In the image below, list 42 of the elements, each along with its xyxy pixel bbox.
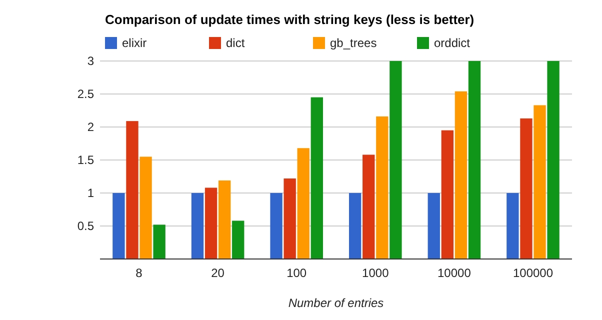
bar (204, 188, 218, 259)
y-tick-label: 2 (87, 120, 94, 134)
x-tick-label: 8 (136, 266, 143, 280)
bar (270, 193, 282, 259)
bar (349, 193, 362, 259)
bar (310, 97, 323, 259)
y-tick-label: 0.5 (77, 219, 94, 234)
bar (534, 105, 546, 259)
y-tick-label: 1.5 (77, 153, 94, 168)
bar (428, 193, 440, 259)
bar (112, 193, 125, 259)
y-tick-label: 3 (87, 54, 94, 68)
legend-label: gb_trees (330, 36, 377, 50)
bar (218, 180, 231, 259)
bar (454, 91, 468, 259)
bar (376, 116, 388, 259)
x-tick-label: 100000 (512, 266, 554, 280)
bar (441, 130, 454, 259)
x-tick-label: 100 (286, 266, 307, 280)
chart-title: Comparison of update times with string keys (less is better) (105, 12, 474, 27)
bar (191, 193, 204, 259)
bar (547, 61, 560, 259)
bar (297, 148, 310, 259)
legend-label: orddict (434, 36, 471, 50)
bar (468, 61, 481, 259)
bar (126, 121, 138, 259)
y-tick-label: 1 (87, 186, 94, 200)
x-tick-label: 10000 (438, 266, 472, 280)
bar (390, 61, 402, 259)
bar (284, 178, 296, 259)
bar (520, 118, 532, 259)
bar (232, 220, 244, 259)
bar (506, 193, 519, 259)
legend-label: elixir (122, 36, 147, 50)
x-axis-title: Number of entries (288, 296, 384, 310)
bar (362, 154, 375, 259)
x-tick-label: 1000 (362, 266, 390, 280)
bar (140, 156, 152, 259)
x-tick-label: 20 (211, 266, 225, 280)
y-tick-label: 2.5 (77, 87, 94, 102)
legend-label: dict (226, 36, 246, 50)
bar (153, 224, 166, 259)
